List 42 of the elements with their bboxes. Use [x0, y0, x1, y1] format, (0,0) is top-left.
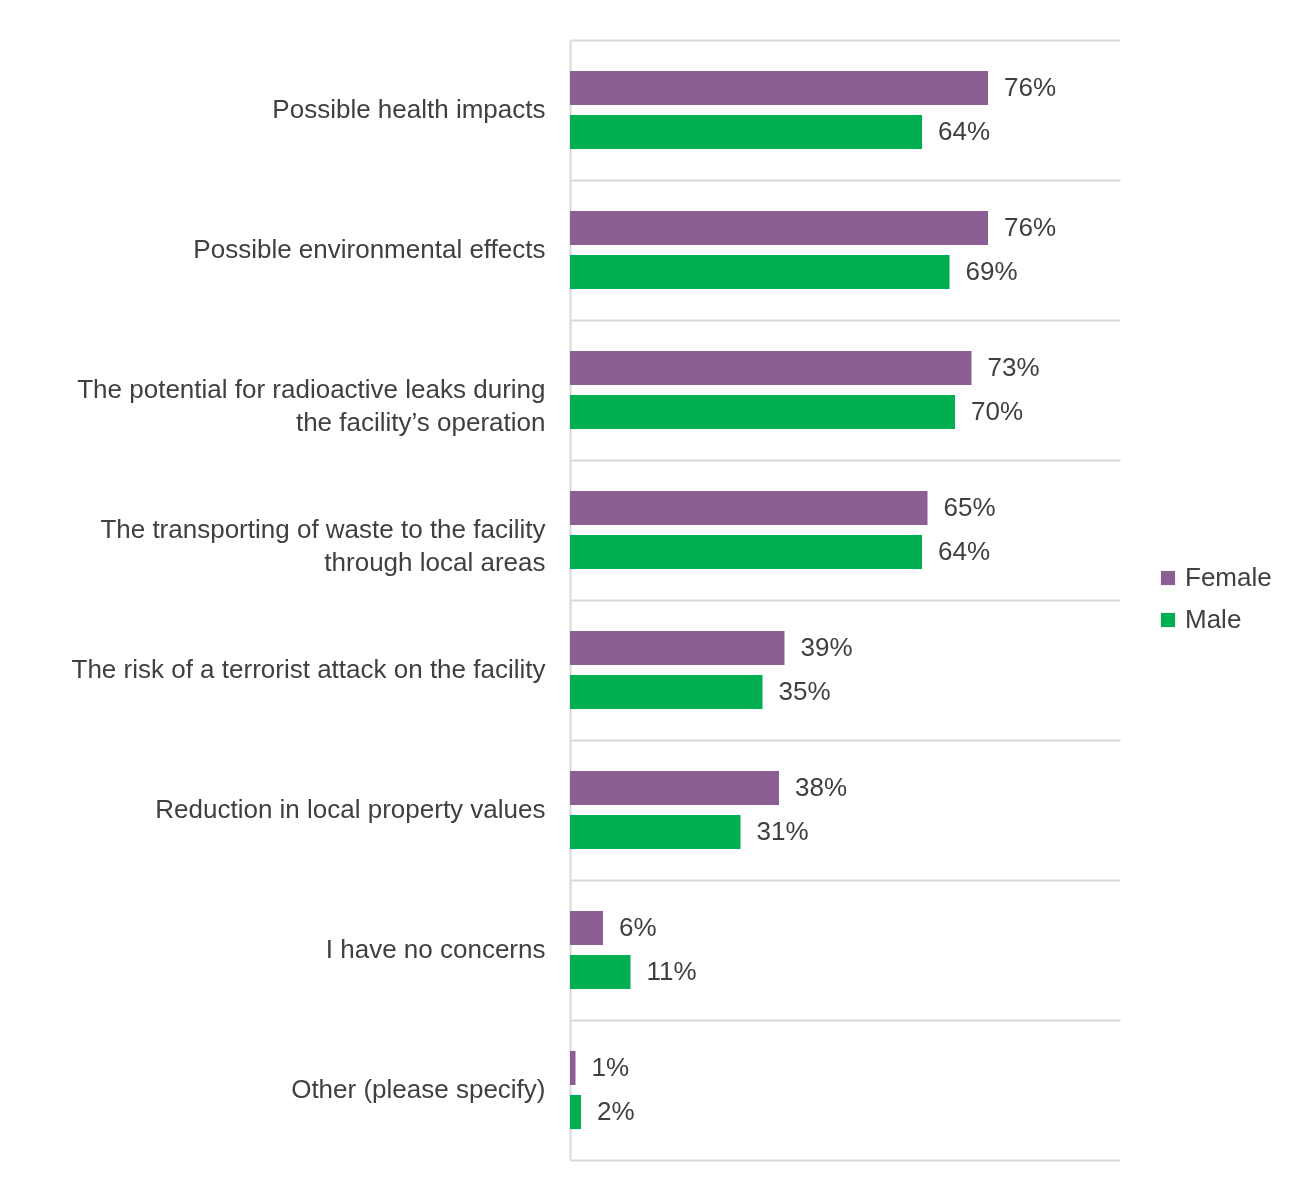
bar: [570, 255, 950, 290]
bar: [570, 955, 631, 990]
bar: [570, 1050, 576, 1085]
data-label: 65%: [943, 491, 996, 522]
data-label: 64%: [938, 116, 991, 147]
data-label: 38%: [795, 771, 848, 802]
bar: [570, 675, 763, 710]
data-label: 39%: [800, 631, 853, 662]
data-label: 76%: [1004, 211, 1057, 242]
y-tick-label: I have no concerns: [325, 934, 546, 964]
bar: [570, 395, 955, 430]
data-label: 2%: [597, 1096, 635, 1127]
y-tick-label: The transporting of waste to the facility through local areas: [100, 514, 546, 577]
bar: [570, 535, 922, 570]
data-label: 6%: [619, 911, 657, 942]
data-label: 73%: [987, 351, 1040, 382]
data-label: 31%: [756, 816, 809, 847]
y-tick-label: The risk of a terrorist attack on the facility: [71, 654, 546, 684]
bar: [570, 910, 603, 945]
legend-label: Female: [1185, 562, 1272, 592]
bar: [570, 210, 988, 245]
data-label: 64%: [938, 536, 991, 567]
legend-label: Male: [1185, 604, 1242, 634]
data-label: 76%: [1004, 71, 1057, 102]
bar: [570, 490, 928, 525]
bar: [570, 630, 785, 665]
data-label: 69%: [965, 256, 1018, 287]
y-tick-label: Possible environmental effects: [193, 234, 546, 264]
y-tick-label: Possible health impacts: [272, 94, 546, 124]
bar: [570, 815, 741, 850]
data-label: 1%: [591, 1051, 630, 1082]
data-label: 70%: [971, 396, 1024, 427]
data-label: 11%: [646, 956, 697, 987]
bar: [570, 1095, 581, 1130]
data-label: 35%: [778, 676, 831, 707]
bar: [570, 770, 779, 805]
bar: [570, 115, 922, 150]
bar: [570, 70, 988, 105]
bar: [570, 350, 972, 385]
y-tick-label: Reduction in local property values: [155, 794, 546, 824]
y-tick-label: The potential for radioactive leaks during the facility’s operation: [77, 374, 546, 437]
y-tick-label: Other (please specify): [291, 1074, 546, 1104]
